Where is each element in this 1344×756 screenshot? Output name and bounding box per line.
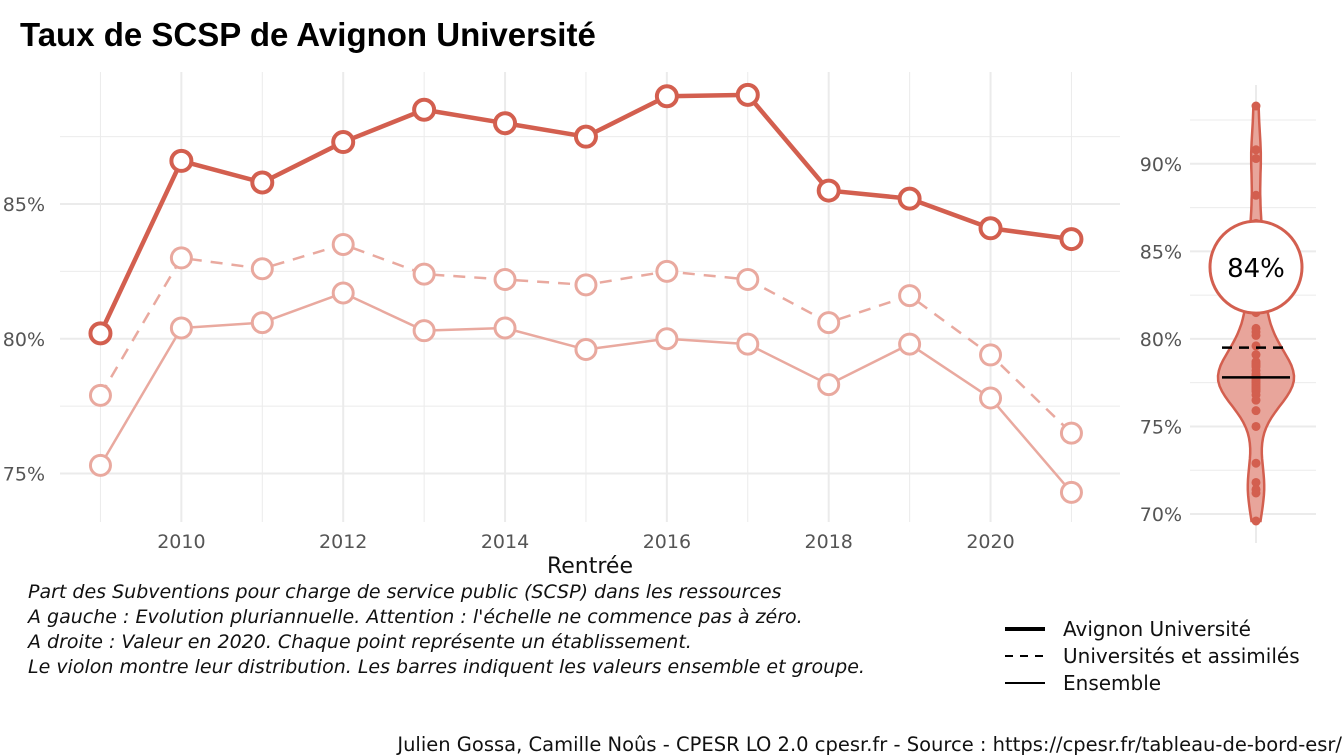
data-point (574, 273, 598, 297)
y-tick-label: 80% (3, 329, 45, 351)
data-point (250, 170, 275, 195)
data-point (493, 316, 517, 340)
y-tick-label: 75% (3, 463, 45, 485)
highlight-value-label: 84% (1227, 254, 1285, 284)
left-panel-axis: 75% 80% 85% 2010 2012 2014 2016 2018 2020 (3, 194, 1015, 553)
chart-title: Taux de SCSP de Avignon Université (20, 16, 596, 53)
x-axis-title: Rentrée (547, 554, 633, 579)
data-point (88, 453, 112, 477)
data-point (331, 130, 356, 155)
y-tick-label: 70% (1140, 504, 1182, 526)
y-tick-label: 90% (1140, 154, 1182, 176)
data-point (250, 257, 274, 281)
establishment-point (1251, 190, 1261, 200)
establishment-point (1251, 406, 1261, 416)
establishment-point (1251, 350, 1261, 360)
data-point (735, 82, 760, 107)
y-tick-label: 80% (1140, 329, 1182, 351)
y-tick-label: 85% (1140, 241, 1182, 263)
data-point (574, 338, 598, 362)
highlight-bubble (1208, 219, 1304, 315)
data-point (655, 327, 679, 351)
caption-line: A gauche : Evolution pluriannuelle. Atte… (28, 606, 803, 628)
x-tick-label: 2018 (805, 531, 853, 553)
data-point (412, 262, 436, 286)
data-point (493, 111, 518, 136)
establishment-point (1251, 101, 1261, 111)
establishment-point (1251, 488, 1261, 498)
data-point (412, 319, 436, 343)
caption-line: Part des Subventions pour charge de serv… (28, 581, 782, 603)
x-tick-label: 2016 (643, 531, 691, 553)
data-point (978, 216, 1003, 241)
caption-line: A droite : Valeur en 2020. Chaque point … (28, 631, 692, 653)
data-point (331, 232, 355, 256)
data-point (169, 246, 193, 270)
caption: Part des Subventions pour charge de serv… (28, 580, 865, 680)
data-point (169, 316, 193, 340)
legend-label: Avignon Université (1063, 616, 1251, 641)
data-point (573, 124, 598, 149)
data-point (250, 311, 274, 335)
data-point (1059, 480, 1083, 504)
data-point (736, 332, 760, 356)
y-tick-label: 85% (3, 194, 45, 216)
data-point (898, 284, 922, 308)
right-panel-axis: 70% 75% 80% 85% 90% (1140, 154, 1182, 526)
legend-key-thin-solid (1005, 681, 1045, 684)
data-point (817, 311, 841, 335)
caption-line: Le violon montre leur distribution. Les … (28, 656, 865, 678)
data-point (979, 343, 1003, 367)
establishment-point (1251, 477, 1261, 487)
data-point (169, 148, 194, 173)
legend-item-avignon: Avignon Université (1005, 615, 1300, 642)
establishment-point (1251, 516, 1261, 526)
source-credit: Julien Gossa, Camille Noûs - CPESR LO 2.… (397, 733, 1342, 756)
y-tick-label: 75% (1140, 416, 1182, 438)
legend-label: Universités et assimilés (1063, 643, 1300, 668)
legend-item-universites: Universités et assimilés (1005, 642, 1300, 669)
x-tick-label: 2010 (157, 531, 205, 553)
data-point (979, 386, 1003, 410)
legend-key-thick-solid (1005, 626, 1045, 631)
establishment-point (1251, 421, 1261, 431)
data-point (331, 281, 355, 305)
establishment-point (1251, 330, 1261, 340)
data-point (493, 267, 517, 291)
data-point (412, 97, 437, 122)
establishment-point (1251, 458, 1261, 468)
x-tick-label: 2020 (966, 531, 1014, 553)
data-point (88, 383, 112, 407)
establishment-point (1251, 145, 1261, 155)
data-point (816, 178, 841, 203)
data-point (817, 373, 841, 397)
chart-canvas: 75% 80% 85% 2010 2012 2014 2016 2018 2020 84% 70… (3, 72, 1316, 579)
data-point (736, 267, 760, 291)
x-tick-label: 2012 (319, 531, 367, 553)
legend-item-ensemble: Ensemble (1005, 669, 1300, 696)
legend: Avignon Université Universités et assimi… (1005, 615, 1300, 696)
right-panel-violin: 84% (1208, 101, 1304, 526)
establishment-point (1251, 341, 1261, 351)
data-point (654, 84, 679, 109)
x-tick-label: 2014 (481, 531, 529, 553)
data-point (898, 332, 922, 356)
data-point (1059, 421, 1083, 445)
data-point (1059, 227, 1084, 252)
left-panel-series (88, 82, 1084, 504)
data-point (655, 259, 679, 283)
data-point (897, 186, 922, 211)
establishment-point (1251, 154, 1261, 164)
legend-label: Ensemble (1063, 670, 1162, 695)
establishment-point (1251, 395, 1261, 405)
legend-key-dashed (1005, 654, 1045, 657)
data-point (88, 321, 113, 346)
